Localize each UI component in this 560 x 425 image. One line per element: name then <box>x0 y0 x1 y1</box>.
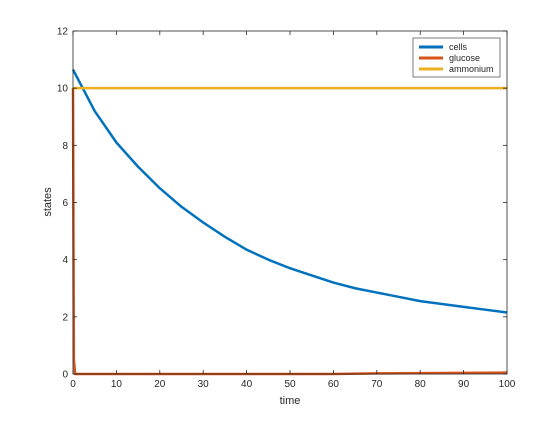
x-tick-label: 80 <box>415 379 427 390</box>
x-tick-label: 90 <box>458 379 470 390</box>
y-tick-label: 6 <box>62 198 68 209</box>
y-tick-label: 8 <box>62 141 68 152</box>
x-tick-label: 100 <box>499 379 516 390</box>
y-tick-label: 2 <box>62 312 68 323</box>
x-tick-label: 40 <box>241 379 253 390</box>
y-axis-label: states <box>42 187 54 217</box>
y-tick-label: 12 <box>57 27 69 38</box>
x-tick-label: 70 <box>371 379 383 390</box>
legend: cells glucose ammonium <box>412 37 501 78</box>
y-tick-label: 10 <box>57 84 69 95</box>
legend-label-glucose: glucose <box>449 53 480 63</box>
y-axis-ticks: 0 2 4 6 8 10 12 <box>57 27 507 381</box>
x-tick-label: 60 <box>328 379 340 390</box>
x-tick-label: 50 <box>284 379 296 390</box>
x-tick-label: 30 <box>198 379 210 390</box>
x-tick-label: 20 <box>154 379 166 390</box>
y-tick-label: 4 <box>62 255 68 266</box>
series-line-cells <box>71 69 508 314</box>
plot-background <box>73 31 507 374</box>
x-tick-label: 10 <box>111 379 123 390</box>
x-axis-label: time <box>280 395 301 407</box>
legend-label-cells: cells <box>449 42 468 52</box>
legend-label-ammonium: ammonium <box>449 64 494 74</box>
x-tick-label: 0 <box>70 379 76 390</box>
x-axis-ticks: 0 10 20 30 40 50 60 70 80 90 100 <box>70 31 516 390</box>
y-tick-label: 0 <box>62 370 68 381</box>
